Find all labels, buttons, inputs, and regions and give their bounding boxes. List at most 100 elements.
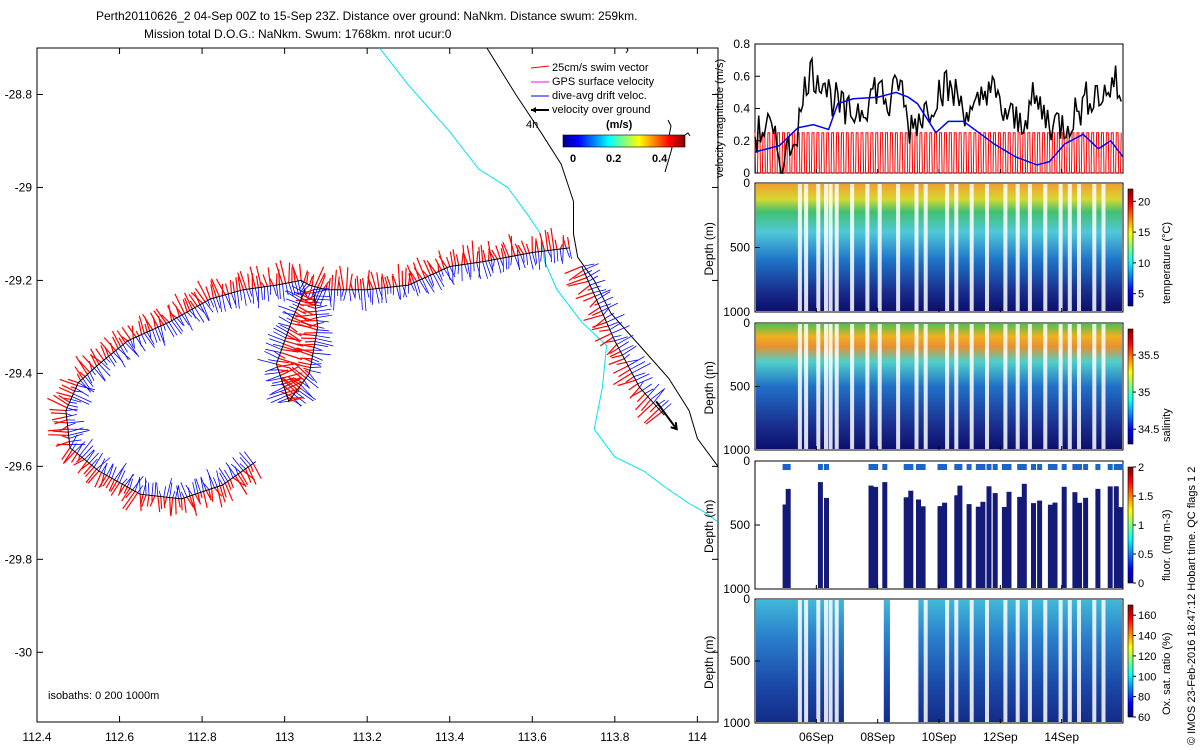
fluor-y-tick-label: 0 xyxy=(743,454,750,468)
fluor-surface xyxy=(882,464,888,470)
main-swim-vector xyxy=(51,416,67,421)
main-swim-vector xyxy=(63,397,71,401)
main-drift-vector xyxy=(117,348,131,360)
velocity-y-axis: 0 0.2 0.4 0.6 0.8 xyxy=(733,37,760,180)
main-swim-vector xyxy=(84,466,95,478)
loop-drift-vector xyxy=(278,316,292,324)
main-drift-vector xyxy=(496,258,502,274)
main-drift-vector xyxy=(245,289,252,303)
salinity-data-gap xyxy=(1003,324,1008,449)
loop-drift-vector xyxy=(314,343,329,347)
main-swim-vector xyxy=(184,292,193,310)
main-swim-vector xyxy=(102,476,110,487)
main-drift-vector xyxy=(70,399,82,403)
main-swim-vector xyxy=(386,275,392,288)
east-drift-vector xyxy=(604,312,615,319)
main-drift-vector xyxy=(213,477,218,487)
main-drift-vector xyxy=(499,258,504,267)
main-drift-vector xyxy=(103,359,108,366)
main-swim-vector xyxy=(250,465,254,473)
main-drift-vector xyxy=(192,482,196,495)
main-swim-vector xyxy=(144,316,151,332)
fluor-surface xyxy=(1006,464,1012,470)
main-drift-vector xyxy=(569,247,572,260)
fluor-surface xyxy=(975,464,981,470)
loop-drift-vector xyxy=(282,312,295,316)
time-axis: 06Sep 08Sep 10Sep 12Sep 14Sep xyxy=(799,169,1079,744)
fluor-surface xyxy=(1001,464,1007,470)
loop-drift-vector xyxy=(273,343,283,348)
loop-swim-vector xyxy=(300,357,313,360)
main-drift-vector xyxy=(114,462,127,480)
main-swim-vector xyxy=(90,354,98,367)
east-swim-vector xyxy=(606,344,618,356)
legend-time-label: 4h xyxy=(526,119,538,131)
main-swim-vector xyxy=(131,325,134,339)
main-swim-vector xyxy=(98,475,108,489)
loop-drift-vector xyxy=(273,327,287,336)
main-swim-vector xyxy=(59,378,78,387)
main-drift-vector xyxy=(84,449,95,460)
main-swim-vector xyxy=(194,288,206,303)
main-swim-vector xyxy=(370,271,377,289)
salinity-cb-tick-label: 35 xyxy=(1138,387,1150,399)
east-swim-vector xyxy=(616,361,627,365)
salinity-data-gap xyxy=(945,324,950,449)
main-drift-vector xyxy=(282,283,285,302)
loop-drift-vector xyxy=(314,298,332,301)
main-swim-vector xyxy=(476,251,479,263)
east-swim-vector xyxy=(637,402,654,419)
temperature-data-gap xyxy=(1043,184,1048,311)
main-swim-vector xyxy=(235,277,238,292)
time-tick-label: 12Sep xyxy=(983,730,1018,744)
oxygen-data-gap xyxy=(1101,600,1106,722)
main-drift-vector xyxy=(330,289,333,300)
loop-drift-vector xyxy=(285,298,300,305)
east-swim-vector xyxy=(599,329,610,332)
main-drift-vector xyxy=(534,252,537,264)
main-drift-vector xyxy=(366,289,370,298)
main-swim-vector xyxy=(79,371,86,377)
main-swim-vector xyxy=(202,491,208,509)
main-drift-vector xyxy=(157,327,166,346)
main-swim-vector xyxy=(61,384,75,392)
loop-drift-vector xyxy=(302,382,310,389)
islands xyxy=(625,48,691,173)
east-swim-vector xyxy=(630,389,643,398)
legend-drift-label: dive-avg drift veloc. xyxy=(552,90,647,102)
main-drift-vector xyxy=(285,283,289,296)
loop-drift-vector xyxy=(315,338,332,343)
map-panel: 112.4 112.6 112.8 113 113.2 113.4 113.6 113.8 11… xyxy=(5,47,719,744)
oxygen-data-gap xyxy=(1092,600,1097,722)
loop-drift-vector xyxy=(312,352,331,356)
main-drift-vector xyxy=(419,279,428,294)
main-swim-vector xyxy=(404,267,407,286)
main-drift-vector xyxy=(163,324,166,331)
main-swim-vector xyxy=(158,315,162,327)
main-drift-vector xyxy=(98,363,111,377)
main-swim-vector xyxy=(339,265,345,290)
salinity-cb-tick-label: 34.5 xyxy=(1138,424,1159,436)
main-drift-vector xyxy=(176,317,184,326)
loop-drift-vector xyxy=(300,384,313,398)
main-swim-vector xyxy=(381,273,386,288)
main-swim-vector xyxy=(144,323,148,333)
main-swim-vector xyxy=(328,277,331,290)
main-swim-vector xyxy=(87,470,100,484)
oxygen-cb-tick-label: 100 xyxy=(1138,671,1156,683)
main-swim-vector xyxy=(534,238,537,253)
main-swim-vector xyxy=(384,276,389,288)
loop-drift-vector xyxy=(265,366,278,373)
main-drift-vector xyxy=(197,305,205,313)
fluor-surface xyxy=(916,464,921,470)
main-drift-vector xyxy=(378,288,383,300)
main-swim-vector xyxy=(141,494,147,508)
east-swim-vector xyxy=(568,269,584,281)
east-drift-vector xyxy=(629,361,646,370)
main-drift-vector xyxy=(239,452,251,466)
loop-drift-vector xyxy=(316,320,329,323)
time-tick-label: 10Sep xyxy=(922,730,957,744)
time-tick-label: 14Sep xyxy=(1044,730,1079,744)
salinity-data-gap xyxy=(1077,324,1081,449)
map-y-tick-label: -29.4 xyxy=(5,366,33,380)
